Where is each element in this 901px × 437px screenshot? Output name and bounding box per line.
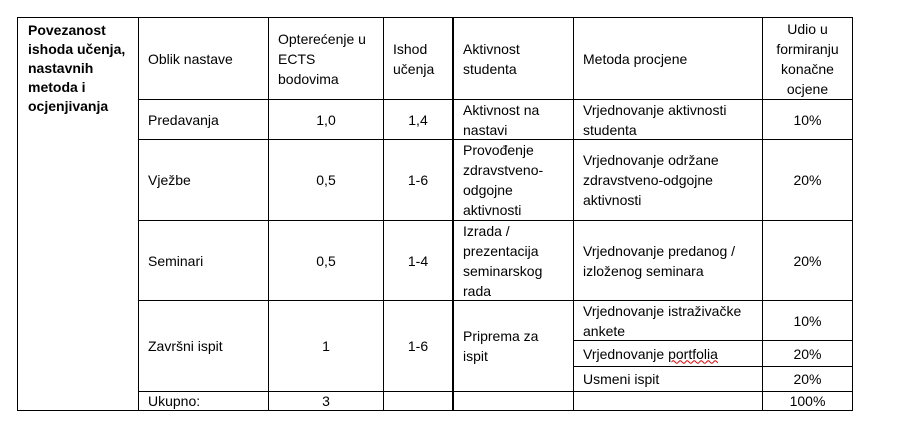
row-method: Vrjednovanje predanog / izloženog semina… bbox=[574, 221, 763, 301]
total-method-empty bbox=[574, 392, 763, 411]
row-share: 20% bbox=[763, 341, 853, 367]
row-ects: 1,0 bbox=[269, 100, 384, 140]
row-ects: 1 bbox=[269, 301, 384, 392]
header-method: Metoda procjene bbox=[574, 18, 763, 100]
assessment-table: Povezanost ishoda učenja, nastavnih meto… bbox=[17, 17, 853, 411]
total-outcome-empty bbox=[384, 392, 454, 411]
method-prefix: Vrjednovanje bbox=[583, 345, 669, 362]
row-method: Vrjednovanje portfolia bbox=[574, 341, 763, 367]
row-form: Seminari bbox=[139, 221, 269, 301]
row-method: Vrjednovanje istraživačke ankete bbox=[574, 301, 763, 341]
row-form: Predavanja bbox=[139, 100, 269, 140]
row-outcome: 1-4 bbox=[384, 221, 454, 301]
header-ects: Opterećenje u ECTS bodovima bbox=[269, 18, 384, 100]
row-outcome: 1,4 bbox=[384, 100, 454, 140]
row-share: 20% bbox=[763, 221, 853, 301]
header-activity: Aktivnost studenta bbox=[454, 18, 574, 100]
row-outcome: 1-6 bbox=[384, 301, 454, 392]
row-method: Vrjednovanje održane zdravstveno-odgojne… bbox=[574, 140, 763, 221]
row-share: 20% bbox=[763, 367, 853, 392]
row-form: Vježbe bbox=[139, 140, 269, 221]
header-share: Udio u formiranju konačne ocjene bbox=[763, 18, 853, 100]
row-share: 10% bbox=[763, 100, 853, 140]
total-activity-empty bbox=[454, 392, 574, 411]
header-form: Oblik nastave bbox=[139, 18, 269, 100]
row-form: Završni ispit bbox=[139, 301, 269, 392]
row-ects: 0,5 bbox=[269, 140, 384, 221]
row-activity: Aktivnost na nastavi bbox=[454, 100, 574, 140]
row-method: Usmeni ispit bbox=[574, 367, 763, 392]
row-activity: Provođenje zdravstveno-odgojne aktivnost… bbox=[454, 140, 574, 221]
total-ects: 3 bbox=[269, 392, 384, 411]
row-ects: 0,5 bbox=[269, 221, 384, 301]
total-share: 100% bbox=[763, 392, 853, 411]
total-label: Ukupno: bbox=[139, 392, 269, 411]
row-outcome: 1-6 bbox=[384, 140, 454, 221]
row-method: Vrjednovanje aktivnosti studenta bbox=[574, 100, 763, 140]
method-word-spellcheck: portfolia bbox=[668, 345, 718, 362]
section-label: Povezanost ishoda učenja, nastavnih meto… bbox=[18, 18, 139, 411]
row-activity: Izrada / prezentacija seminarskog rada bbox=[454, 221, 574, 301]
row-share: 10% bbox=[763, 301, 853, 341]
row-share: 20% bbox=[763, 140, 853, 221]
header-outcome: Ishod učenja bbox=[384, 18, 454, 100]
row-activity: Priprema za ispit bbox=[454, 301, 574, 392]
